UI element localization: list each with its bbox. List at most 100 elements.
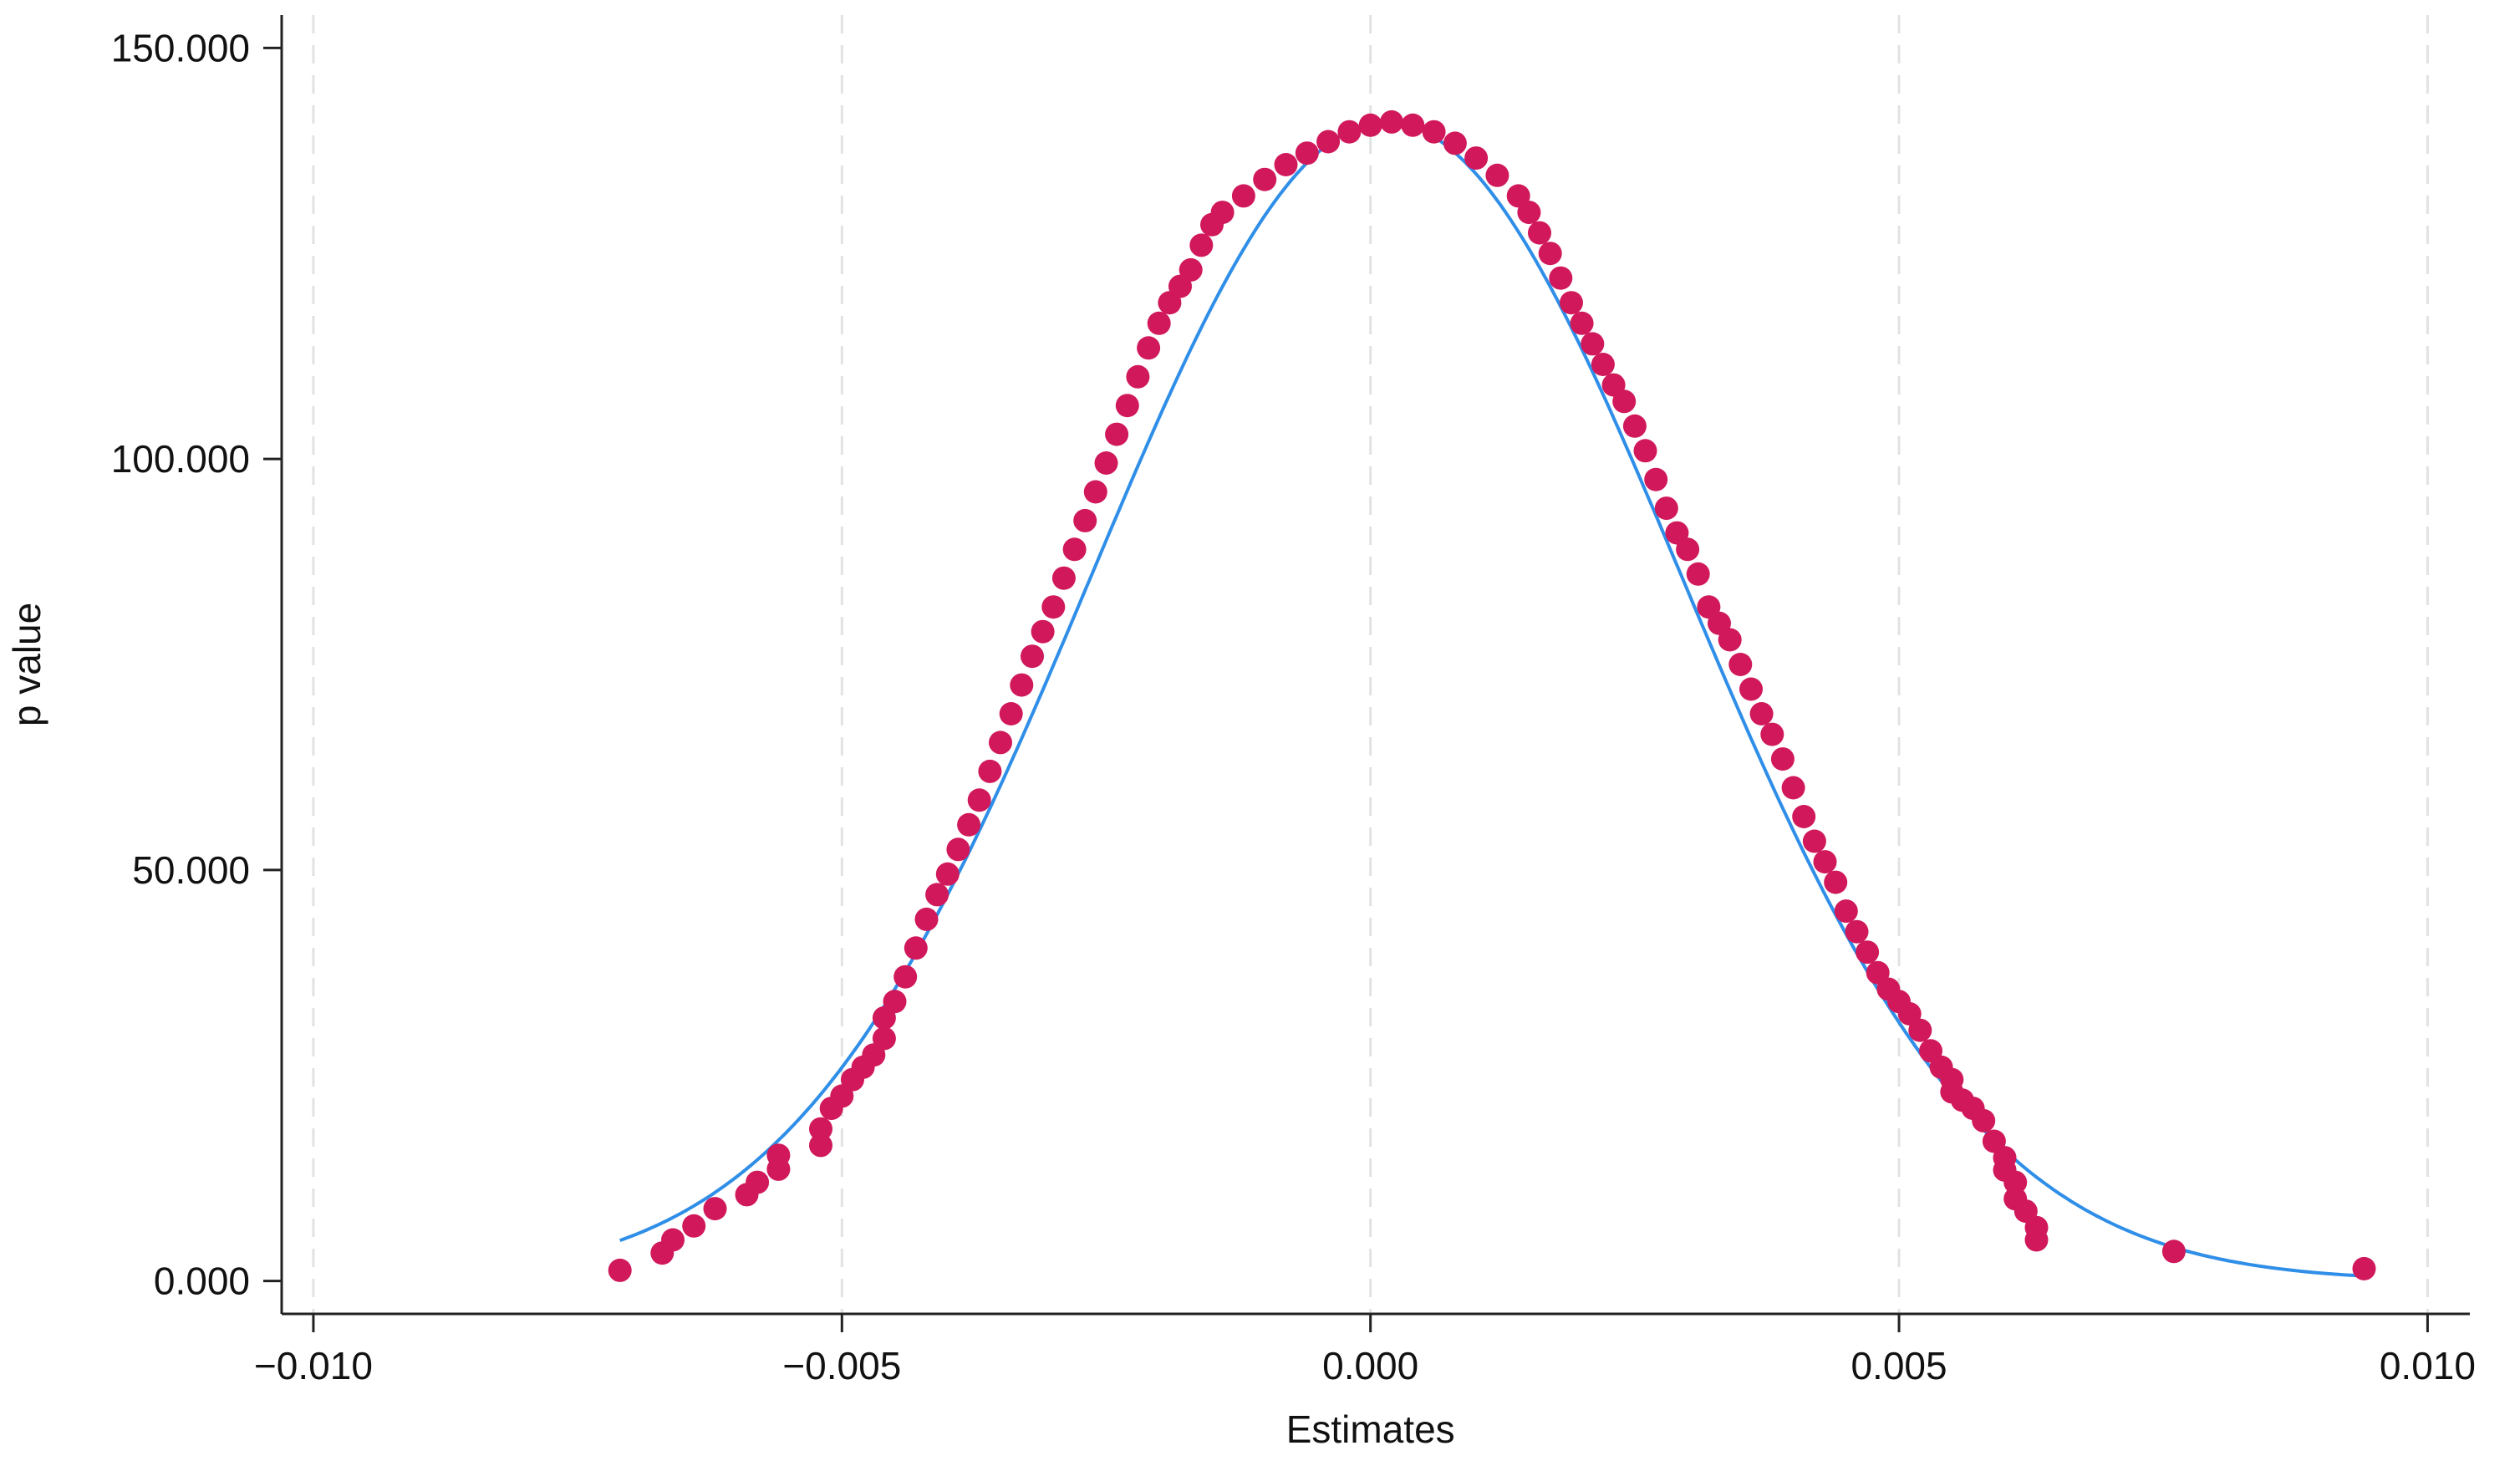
data-point xyxy=(1051,566,1076,590)
data-point xyxy=(1147,311,1171,335)
data-point xyxy=(1686,562,1710,586)
data-point xyxy=(1654,496,1678,521)
data-point xyxy=(1781,776,1805,800)
data-point xyxy=(2352,1256,2376,1280)
data-point xyxy=(2024,1228,2049,1252)
data-point xyxy=(1253,167,1277,191)
data-point xyxy=(1760,722,1784,746)
x-tick-label: −0.005 xyxy=(782,1344,901,1387)
data-point xyxy=(1021,644,1044,669)
data-point xyxy=(661,1228,685,1252)
data-point xyxy=(872,1026,896,1051)
data-point xyxy=(999,702,1023,725)
x-tick-label: −0.010 xyxy=(254,1344,373,1387)
data-point xyxy=(1856,940,1880,965)
data-point xyxy=(1041,595,1066,619)
y-axis-ticks: 0.000 50.000 100.000 150.000 xyxy=(111,26,282,1303)
data-point xyxy=(1422,120,1446,144)
data-point xyxy=(1337,120,1362,144)
data-point xyxy=(1105,422,1129,446)
x-tick-label: 0.000 xyxy=(1322,1344,1418,1387)
data-point xyxy=(1031,619,1055,644)
data-point xyxy=(946,837,970,862)
data-point xyxy=(1813,850,1837,874)
data-point xyxy=(957,812,981,837)
data-point xyxy=(925,883,949,907)
data-point xyxy=(703,1197,727,1221)
data-point xyxy=(1464,146,1489,171)
data-point xyxy=(1972,1108,1996,1133)
data-point xyxy=(1073,508,1097,532)
data-point xyxy=(1834,899,1858,924)
data-point xyxy=(1083,480,1107,504)
data-point xyxy=(1644,467,1668,491)
data-point xyxy=(1179,257,1203,282)
axes xyxy=(280,15,2470,1316)
data-point xyxy=(1115,394,1139,418)
data-point xyxy=(1633,439,1657,463)
data-point xyxy=(1728,653,1753,676)
data-point xyxy=(1010,673,1034,697)
data-point xyxy=(1443,131,1467,155)
data-point xyxy=(1802,829,1826,853)
data-point xyxy=(1792,805,1816,828)
y-tick-label: 100.000 xyxy=(111,437,250,481)
data-point xyxy=(1210,201,1235,225)
data-point xyxy=(2003,1170,2028,1194)
data-point xyxy=(1295,141,1319,165)
x-axis-title: Estimates xyxy=(1286,1407,1455,1451)
data-point xyxy=(893,965,918,989)
data-point xyxy=(1189,233,1214,257)
data-point xyxy=(883,990,907,1014)
data-point xyxy=(967,788,991,812)
x-axis-ticks: −0.010 −0.005 0.000 0.005 0.010 xyxy=(254,1314,2476,1387)
data-point xyxy=(1358,113,1382,137)
data-point xyxy=(1126,364,1150,389)
data-point xyxy=(935,862,960,886)
data-point xyxy=(1845,919,1869,944)
data-point xyxy=(904,936,928,960)
data-point xyxy=(1380,109,1403,134)
data-point xyxy=(809,1117,832,1141)
data-point xyxy=(1824,870,1848,894)
data-points xyxy=(608,109,2376,1282)
data-point xyxy=(682,1214,706,1238)
data-point xyxy=(809,1133,832,1158)
x-tick-label: 0.005 xyxy=(1851,1344,1947,1387)
data-point xyxy=(608,1258,632,1282)
grid-lines xyxy=(312,15,2429,1314)
data-point xyxy=(1538,242,1562,266)
data-point xyxy=(2161,1239,2186,1264)
y-axis-title: p value xyxy=(5,603,48,726)
data-point xyxy=(1718,628,1742,652)
data-point xyxy=(1517,201,1541,225)
data-point xyxy=(1549,266,1573,290)
data-point xyxy=(1570,311,1594,335)
data-point xyxy=(1062,537,1087,562)
data-point xyxy=(1231,184,1255,208)
data-point xyxy=(1612,389,1637,414)
data-point xyxy=(1137,336,1161,360)
data-point xyxy=(1739,677,1763,701)
data-point xyxy=(914,907,939,931)
data-point xyxy=(1622,414,1647,438)
x-tick-label: 0.010 xyxy=(2380,1344,2476,1387)
data-point xyxy=(1581,332,1605,356)
data-point xyxy=(1749,702,1774,725)
data-point xyxy=(978,759,1002,783)
data-point xyxy=(1676,537,1700,562)
data-point xyxy=(766,1143,791,1168)
data-point xyxy=(1274,153,1298,176)
y-tick-label: 150.000 xyxy=(111,26,250,69)
normal-density-curve xyxy=(619,120,2365,1278)
y-tick-label: 50.000 xyxy=(132,848,250,892)
data-point xyxy=(1908,1018,1932,1042)
data-point xyxy=(1591,353,1615,376)
data-point xyxy=(1485,163,1509,187)
data-point xyxy=(1770,747,1795,771)
data-point xyxy=(1316,130,1341,154)
data-point xyxy=(746,1170,770,1194)
data-point xyxy=(989,730,1012,755)
